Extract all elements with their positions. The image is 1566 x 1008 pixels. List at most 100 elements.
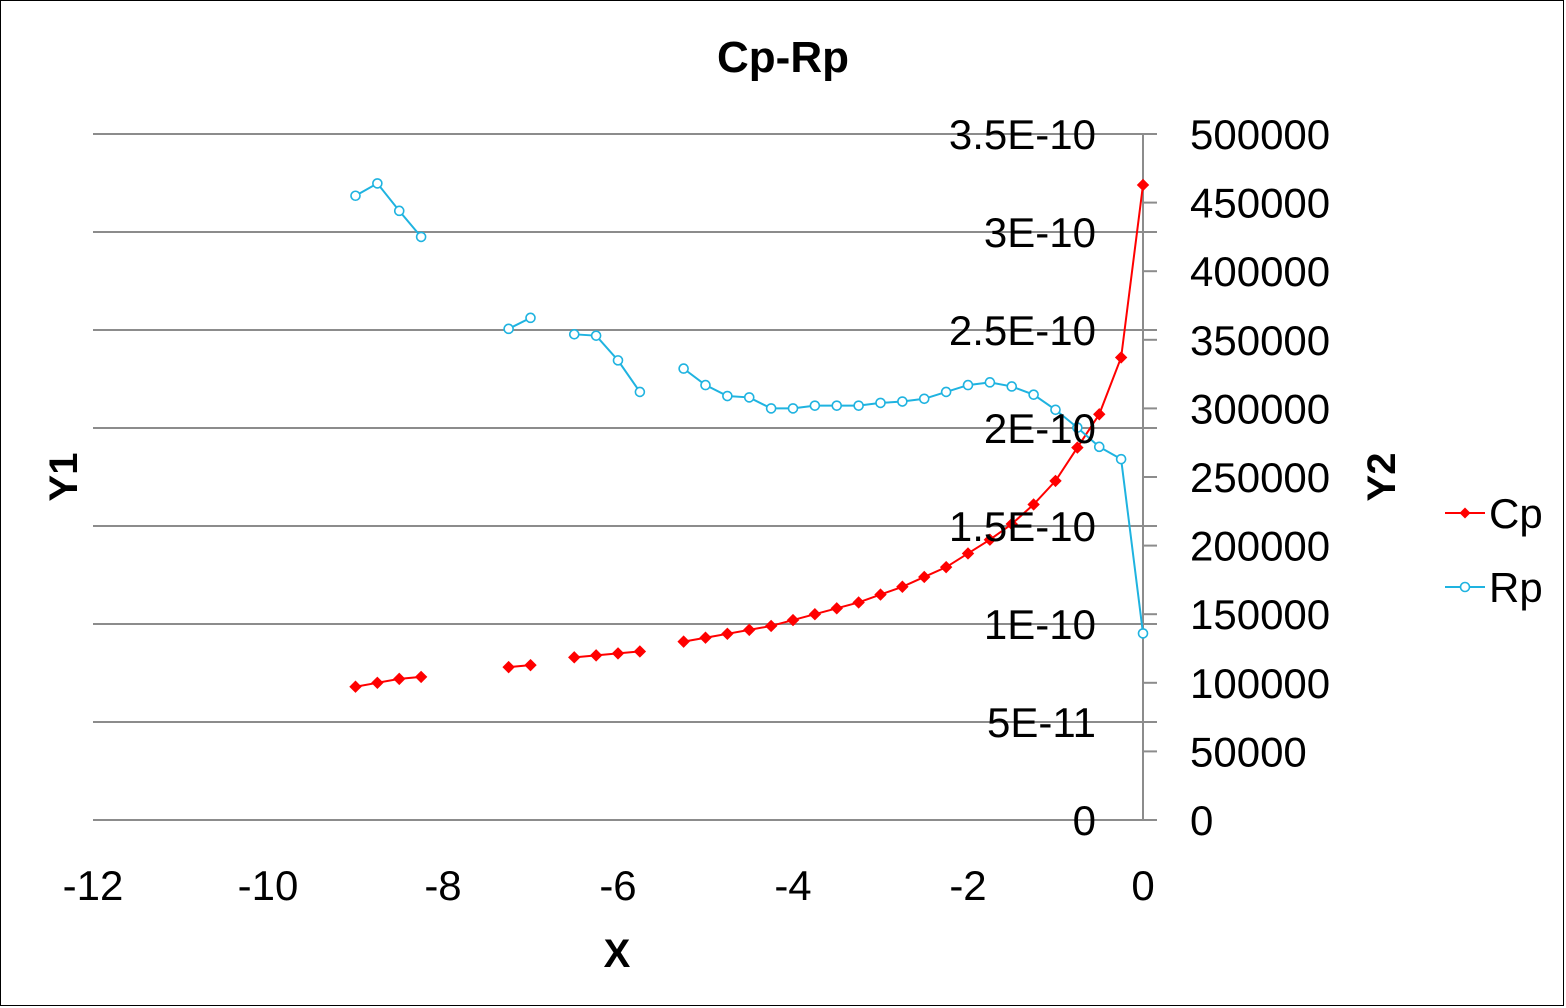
chart-title: Cp-Rp [717,33,849,82]
data-point [853,400,864,411]
data-point [940,386,952,398]
data-point [1049,474,1062,488]
data-point [414,670,428,684]
y1-tick-label: 1E-10 [984,601,1096,648]
data-point [634,386,646,398]
data-point [787,403,799,414]
data-point [939,560,953,574]
series-cp [349,178,1150,693]
data-point [743,392,755,403]
data-point [350,190,361,202]
series-line [683,184,1144,643]
data-point [897,396,908,407]
series-rp [350,178,1149,639]
x-tick-label: -12 [63,862,124,909]
legend-label: Rp [1489,564,1543,611]
data-point [743,623,756,637]
data-point [852,596,865,609]
data-point [764,619,778,633]
data-point [875,397,886,409]
plot-series [349,178,1150,693]
x-tick-label: 0 [1131,862,1154,909]
y1-tick-label: 1.5E-10 [949,503,1096,550]
data-point [786,613,800,627]
data-point [918,570,931,584]
y2-tick-label: 300000 [1190,385,1330,432]
data-point [962,379,974,391]
data-point [1136,178,1150,192]
y2-tick-label: 250000 [1190,454,1330,501]
y2-tick-label: 50000 [1190,728,1307,775]
data-point [503,323,514,335]
data-point [830,602,843,615]
data-point [568,651,581,664]
y2-axis-title: Y2 [1360,453,1404,502]
legend-marker [1459,507,1471,519]
data-point [502,660,515,674]
data-point [809,400,821,411]
x-tick-labels: -12 -10 -8 -6 -4 -2 0 [63,862,1155,909]
y2-tick-label: 0 [1190,797,1213,844]
series-line [355,675,422,688]
data-point [1114,351,1128,364]
data-point [524,658,537,672]
data-point [525,312,536,324]
legend-item-rp: Rp [1445,564,1543,611]
data-point [372,178,383,189]
data-point [589,649,603,662]
data-point [415,231,427,243]
data-point [1093,408,1106,421]
series-line [574,650,640,659]
y1-tick-label: 2E-10 [984,405,1096,452]
data-point [918,393,930,405]
series-line [355,182,422,238]
data-point [699,631,712,644]
data-point [677,635,690,648]
x-tick-label: -2 [949,862,986,909]
data-point [983,533,997,546]
gridlines [93,133,1157,821]
x-tick-label: -4 [774,862,811,909]
y1-tick-labels: 0 5E-11 1E-10 1.5E-10 2E-10 2.5E-10 3E-10 3.5E-… [949,111,1096,844]
data-point [1005,517,1018,531]
data-point [371,676,384,690]
y1-tick-label: 3.5E-10 [949,111,1096,158]
y2-tick-labels: 0 50000 100000 150000 200000 250000 300000 3500… [1190,111,1330,844]
x-tick-label: -8 [424,862,461,909]
series-line [683,367,1144,634]
x-tick-label: -6 [599,862,636,909]
data-point [984,377,996,388]
y1-tick-label: 2.5E-10 [949,307,1096,354]
data-point [961,547,975,560]
y1-tick-label: 5E-11 [987,699,1096,746]
data-point [1027,498,1040,511]
data-point [765,403,777,414]
y1-tick-label: 3E-10 [984,209,1096,256]
data-point [393,205,405,217]
data-point [611,647,625,660]
data-point [590,330,602,341]
y2-tick-label: 500000 [1190,111,1330,158]
legend-item-cp: Cp [1445,490,1543,537]
series-line [574,333,641,393]
data-point [349,680,362,693]
axes [1142,133,1157,821]
data-point [808,607,822,621]
data-point [831,400,843,411]
data-point [1072,422,1083,433]
y2-tick-label: 350000 [1190,317,1330,364]
data-point [1006,381,1018,392]
x-tick-label: -10 [238,862,299,909]
x-axis-title: X [604,932,631,976]
y1-tick-label: 0 [1073,797,1096,844]
data-point [678,363,689,374]
y2-tick-label: 400000 [1190,248,1330,295]
data-point [874,588,887,601]
data-point [568,329,580,340]
data-point [1050,404,1061,416]
y2-tick-label: 150000 [1190,591,1330,638]
data-point [721,627,734,641]
data-point [1071,441,1084,454]
y2-tick-label: 200000 [1190,523,1330,570]
